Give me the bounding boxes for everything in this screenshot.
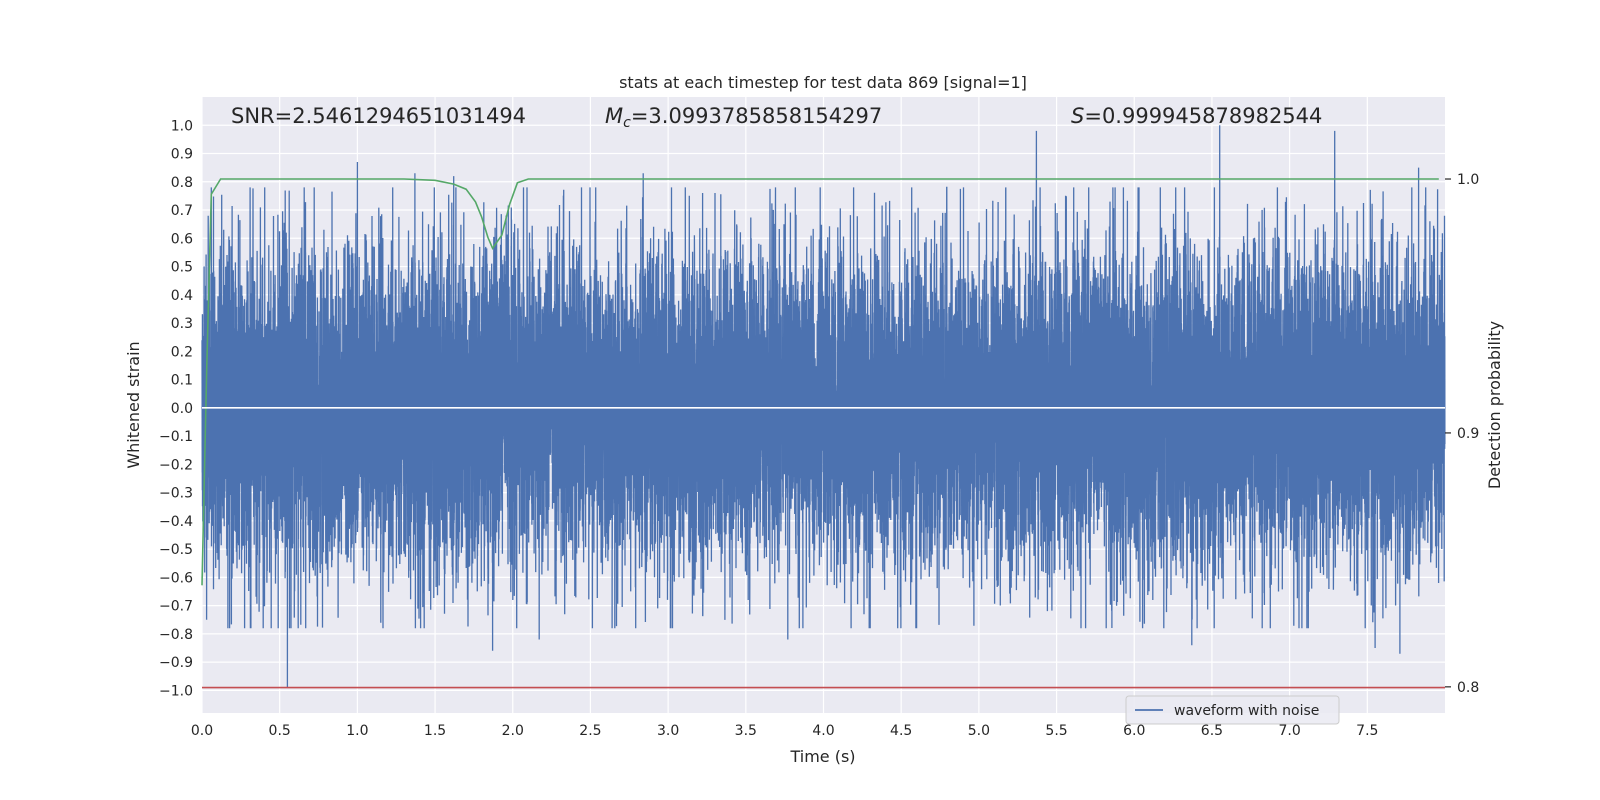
legend: waveform with noise [1125, 695, 1340, 725]
x-axis: 0.0 0.5 1.0 1.5 2.0 2.5 3.0 3.5 4.0 4.5 5.0 5.5 6.0 6… [191, 723, 1379, 739]
y-tick-label: 0.0 [171, 401, 193, 417]
y-tick-label: −0.7 [159, 599, 193, 615]
s-value: =0.999945878982544 [1084, 104, 1322, 128]
y-tick-label: −0.8 [159, 627, 193, 643]
x-tick-label: 0.5 [269, 723, 291, 739]
mc-annotation: Mc=3.0993785858154297 [605, 104, 882, 131]
y2-tick-label: 0.8 [1457, 680, 1479, 696]
y-tick-label: −0.2 [159, 457, 193, 473]
series-layer [201, 125, 1446, 689]
x-tick-label: 0.0 [191, 723, 213, 739]
y-tick-label: 0.4 [171, 288, 193, 304]
y2-tick-label: 1.0 [1457, 172, 1479, 188]
x-tick-label: 5.0 [968, 723, 990, 739]
x-tick-label: 2.5 [579, 723, 601, 739]
y-tick-label: −0.3 [159, 486, 193, 502]
s-annotation: S=0.999945878982544 [1071, 104, 1322, 128]
snr-annotation: SNR=2.5461294651031494 [231, 104, 526, 128]
y-tick-label: −0.5 [159, 542, 193, 558]
y-tick-label: −0.1 [159, 429, 193, 445]
mc-subscript: c [623, 115, 631, 131]
y-tick-label: 0.5 [171, 260, 193, 276]
y-tick-label: −0.4 [159, 514, 193, 530]
detection-probability-line [201, 178, 1439, 586]
x-tick-label: 1.0 [346, 723, 368, 739]
y-tick-label: 0.3 [171, 316, 193, 332]
y-tick-label: 0.6 [171, 231, 193, 247]
waveform-series [201, 125, 1446, 688]
mc-value: =3.0993785858154297 [631, 104, 882, 128]
x-tick-label: 3.5 [735, 723, 757, 739]
y-tick-label: −1.0 [159, 683, 193, 699]
left-axis: 1.0 0.9 0.8 0.7 0.6 0.5 0.4 0.3 0.2 0.1 0.0 −0.1 −0.… [159, 118, 193, 699]
x-tick-label: 7.5 [1356, 723, 1378, 739]
right-axis: 1.0 0.9 0.8 [1445, 172, 1479, 696]
x-tick-label: 4.5 [890, 723, 912, 739]
chart-title: stats at each timestep for test data 869… [619, 73, 1027, 92]
y2-tick-label: 0.9 [1457, 426, 1479, 442]
mc-symbol: M [605, 104, 623, 128]
y-tick-label: 0.8 [171, 175, 193, 191]
x-tick-label: 4.0 [812, 723, 834, 739]
y-tick-label: 0.1 [171, 373, 193, 389]
x-tick-label: 6.5 [1201, 723, 1223, 739]
y-tick-label: 0.9 [171, 147, 193, 163]
legend-label: waveform with noise [1174, 703, 1319, 719]
x-axis-title: Time (s) [789, 747, 855, 766]
x-tick-label: 5.5 [1045, 723, 1067, 739]
y-tick-label: 0.2 [171, 344, 193, 360]
x-tick-label: 1.5 [424, 723, 446, 739]
y-tick-label: 0.7 [171, 203, 193, 219]
x-tick-label: 2.0 [502, 723, 524, 739]
y-axis-title: Whitened strain [124, 341, 143, 468]
y-tick-label: −0.9 [159, 655, 193, 671]
legend-box [1125, 695, 1340, 725]
x-tick-label: 3.0 [657, 723, 679, 739]
y-tick-label: −0.6 [159, 570, 193, 586]
y-tick-label: 1.0 [171, 118, 193, 134]
x-tick-label: 6.0 [1123, 723, 1145, 739]
x-tick-label: 7.0 [1278, 723, 1300, 739]
y2-axis-title: Detection probability [1485, 321, 1504, 489]
s-symbol: S [1071, 104, 1084, 128]
